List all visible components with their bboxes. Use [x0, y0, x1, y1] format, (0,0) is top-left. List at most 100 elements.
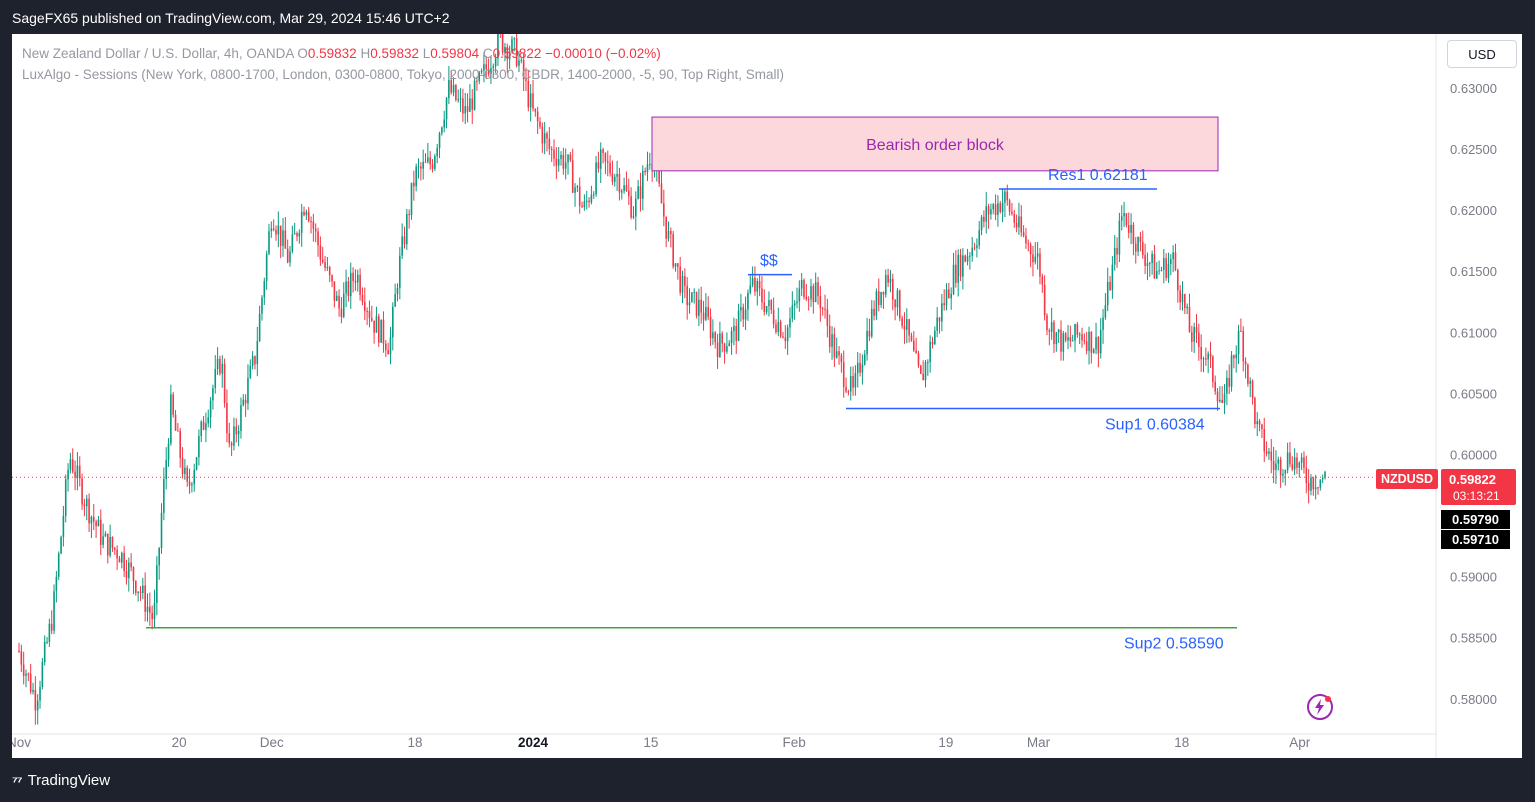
chart-area[interactable]: Bearish order block Res1 0.62181 $$ Sup1 0.…: [12, 34, 1522, 758]
candle: [585, 190, 588, 210]
candle: [137, 591, 139, 602]
lightning-icon[interactable]: [1306, 693, 1334, 721]
candle: [700, 286, 703, 324]
candle: [649, 152, 651, 170]
candle: [55, 570, 58, 603]
ohlc-key-h: H: [356, 46, 371, 61]
candle: [195, 456, 198, 471]
candle: [174, 410, 177, 431]
candle: [504, 42, 506, 62]
candle: [71, 448, 74, 474]
candle: [1275, 450, 1277, 484]
candle: [1242, 326, 1245, 372]
candle: [39, 680, 41, 709]
bearish-order-block[interactable]: Bearish order block: [651, 116, 1219, 172]
candle: [917, 350, 920, 369]
candle: [1053, 320, 1055, 353]
candle: [382, 311, 385, 353]
candle: [333, 281, 336, 308]
candle: [1214, 375, 1216, 395]
candle: [135, 580, 137, 596]
candle: [200, 420, 203, 443]
candle: [674, 263, 677, 272]
candle: [606, 150, 609, 177]
candle: [564, 148, 567, 180]
res1-line[interactable]: Res1 0.62181: [999, 167, 1157, 190]
candle: [99, 509, 102, 556]
candle: [571, 148, 574, 194]
y-tick-label: 0.60500: [1450, 386, 1497, 401]
candle: [1123, 201, 1125, 227]
symbol-legend[interactable]: New Zealand Dollar / U.S. Dollar, 4h, OA…: [22, 46, 661, 61]
liquidity-line[interactable]: $$: [748, 253, 792, 276]
candle: [399, 247, 401, 300]
candle: [60, 535, 62, 555]
candle: [613, 173, 616, 187]
candle: [78, 456, 81, 487]
candle: [1230, 351, 1233, 392]
sup2-line[interactable]: Sup2 0.58590: [146, 626, 1237, 653]
candle: [599, 142, 602, 184]
y-tick-label: 0.61000: [1450, 325, 1497, 340]
candle: [116, 545, 118, 570]
brand-name: TradingView: [27, 772, 111, 789]
candle: [247, 364, 249, 410]
candle: [840, 353, 843, 373]
candle: [1284, 469, 1287, 486]
y-tick-label: 0.63000: [1450, 81, 1497, 96]
candle: [396, 283, 399, 302]
candle: [1057, 328, 1060, 343]
candle: [1177, 268, 1179, 303]
candle: [483, 52, 485, 83]
candle: [875, 288, 878, 320]
price-change: −0.00010 (−0.02%): [545, 46, 661, 61]
candle: [681, 270, 684, 304]
candle: [971, 236, 974, 262]
candle: [1011, 203, 1013, 216]
candle: [569, 151, 572, 163]
candle: [298, 229, 301, 244]
sup1-line[interactable]: Sup1 0.60384: [846, 407, 1220, 434]
candle: [768, 291, 770, 317]
candle: [1191, 325, 1193, 352]
candle: [973, 242, 976, 251]
price-chart-svg[interactable]: Bearish order block Res1 0.62181 $$ Sup1 0.…: [12, 34, 1522, 758]
candle: [1307, 468, 1310, 504]
candle: [695, 291, 698, 319]
candle: [420, 162, 422, 181]
candle: [611, 160, 614, 185]
candle: [480, 68, 483, 75]
price-level-label-1: 0.59790: [1441, 510, 1510, 529]
candle: [1170, 254, 1172, 276]
candle: [186, 465, 189, 487]
candle: [501, 34, 504, 56]
candle: [265, 250, 268, 290]
candle: [574, 183, 576, 207]
candle: [1106, 267, 1109, 312]
y-tick-label: 0.59000: [1450, 570, 1497, 585]
candle: [873, 300, 875, 321]
candle: [1064, 331, 1067, 343]
candle: [749, 274, 752, 295]
x-tick-label: Feb: [783, 735, 806, 750]
candle: [36, 694, 39, 725]
candle: [616, 160, 618, 191]
candle: [448, 66, 450, 105]
candle: [457, 89, 460, 103]
candle: [910, 332, 913, 342]
candle: [331, 274, 333, 288]
candle: [581, 201, 583, 208]
candle: [310, 216, 312, 234]
tradingview-brand[interactable]: ⁷⁷ TradingView: [12, 772, 110, 789]
currency-button[interactable]: USD: [1447, 40, 1517, 68]
candle: [931, 336, 934, 349]
candle: [819, 285, 822, 322]
candle: [368, 300, 371, 328]
candle: [167, 438, 170, 467]
candle: [1144, 243, 1146, 275]
candle: [293, 222, 296, 235]
candle: [151, 605, 153, 630]
x-tick-label: Dec: [260, 735, 284, 750]
indicator-legend[interactable]: LuxAlgo - Sessions (New York, 0800-1700,…: [22, 67, 784, 82]
candle: [223, 358, 226, 408]
